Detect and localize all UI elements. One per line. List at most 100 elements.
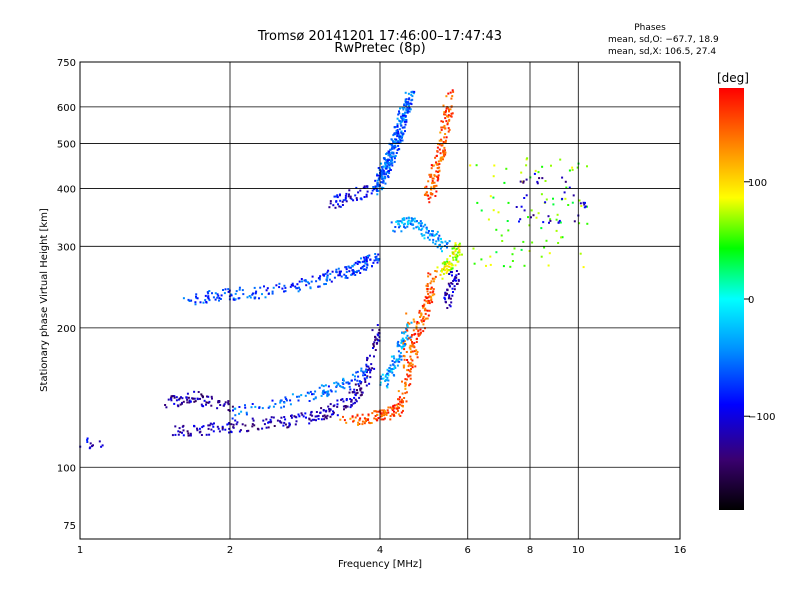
data-point — [392, 374, 395, 376]
data-point — [337, 382, 340, 385]
data-point — [289, 423, 291, 426]
data-point — [445, 109, 447, 112]
data-point — [339, 205, 342, 208]
data-point — [411, 98, 414, 101]
data-point — [403, 118, 406, 121]
data-point — [426, 309, 429, 312]
data-point — [485, 264, 487, 267]
data-point — [398, 413, 401, 416]
data-point — [420, 228, 423, 231]
data-point — [376, 258, 379, 261]
data-point — [364, 378, 367, 381]
data-point — [348, 382, 351, 385]
data-point — [354, 271, 357, 273]
data-point — [271, 290, 274, 293]
data-point — [386, 409, 389, 412]
data-point — [439, 273, 442, 276]
data-point — [403, 358, 406, 361]
data-point — [367, 418, 369, 421]
data-point — [403, 106, 406, 109]
data-point — [408, 106, 411, 109]
data-point — [338, 272, 341, 275]
data-point — [404, 330, 407, 333]
data-point — [412, 92, 415, 95]
data-point — [336, 403, 339, 406]
data-point — [323, 283, 326, 286]
data-point — [403, 340, 406, 343]
x-tick-label: 16 — [674, 545, 687, 556]
data-point — [507, 201, 510, 204]
data-point — [450, 97, 453, 100]
data-point — [218, 297, 221, 300]
data-point — [447, 127, 450, 130]
data-point — [268, 405, 271, 408]
data-point — [446, 307, 449, 309]
data-point — [381, 409, 384, 412]
data-point — [445, 95, 448, 98]
data-point — [360, 393, 363, 396]
data-point — [446, 246, 448, 249]
data-point — [392, 355, 395, 358]
data-point — [428, 238, 431, 241]
data-point — [419, 316, 422, 318]
data-point — [440, 126, 443, 129]
data-point — [446, 122, 449, 125]
data-point — [399, 139, 402, 142]
data-point — [406, 111, 409, 114]
data-point — [584, 205, 587, 208]
data-point — [310, 280, 313, 283]
data-point — [398, 358, 401, 360]
data-point — [324, 272, 327, 275]
data-point — [227, 409, 230, 411]
data-point — [426, 288, 429, 290]
data-point — [359, 387, 362, 390]
data-point — [379, 415, 382, 418]
data-point — [249, 296, 252, 299]
data-point — [447, 130, 450, 133]
data-point — [411, 363, 414, 366]
data-point — [522, 181, 525, 184]
data-point — [410, 338, 412, 341]
data-point — [472, 247, 475, 250]
data-point — [393, 140, 396, 143]
data-point — [338, 205, 341, 208]
data-point — [434, 195, 437, 197]
data-point — [446, 292, 448, 295]
data-point — [238, 288, 241, 291]
data-point — [101, 444, 104, 447]
data-point — [363, 268, 365, 271]
data-point — [351, 265, 354, 268]
data-point — [406, 222, 409, 225]
data-point — [410, 321, 413, 324]
data-point — [290, 414, 293, 417]
data-point — [384, 182, 387, 185]
data-point — [582, 266, 585, 269]
data-point — [397, 398, 399, 401]
data-point — [164, 404, 167, 406]
data-point — [537, 171, 540, 174]
data-point — [397, 409, 399, 412]
data-point — [199, 397, 201, 400]
data-point — [189, 434, 192, 437]
data-point — [352, 270, 355, 273]
data-point — [353, 396, 356, 399]
data-point — [401, 337, 404, 340]
data-point — [393, 361, 396, 364]
plot-frame — [79, 61, 681, 540]
data-point — [559, 221, 562, 224]
data-point — [180, 396, 182, 399]
data-point — [409, 374, 412, 377]
data-point — [404, 387, 407, 390]
data-point — [405, 101, 408, 103]
data-point — [406, 106, 409, 109]
data-point — [544, 201, 547, 204]
data-point — [405, 327, 408, 330]
data-point — [451, 95, 454, 98]
data-point — [363, 422, 366, 425]
data-point — [350, 198, 353, 201]
data-point — [531, 241, 534, 244]
data-point — [436, 266, 439, 269]
data-point — [332, 405, 335, 408]
data-point — [179, 403, 182, 406]
data-point — [444, 127, 447, 130]
